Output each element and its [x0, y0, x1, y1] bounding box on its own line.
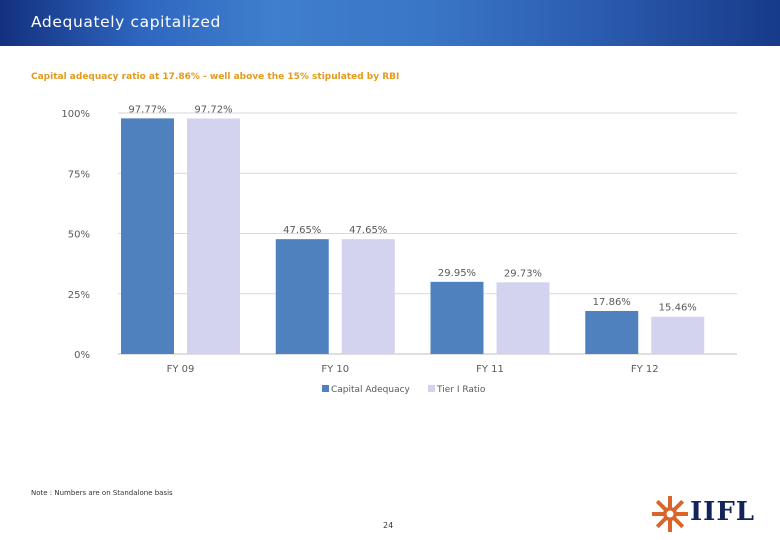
data-label: 29.73% — [504, 268, 542, 279]
bar-capital-adequacy — [121, 118, 174, 354]
bar-capital-adequacy — [430, 281, 484, 354]
legend-label: Capital Adequacy — [331, 385, 411, 395]
bar-capital-adequacy — [275, 239, 329, 354]
legend-swatch — [322, 385, 329, 392]
y-tick-label: 0% — [74, 350, 90, 361]
y-tick-label: 50% — [68, 230, 90, 241]
bar-tier1-ratio — [651, 316, 705, 354]
iifl-logo: IIFL — [652, 494, 772, 534]
data-label: 47.65% — [349, 225, 387, 236]
legend-label: Tier I Ratio — [436, 385, 486, 395]
data-label: 97.77% — [128, 104, 166, 115]
data-label: 29.95% — [438, 268, 476, 279]
iifl-emblem-icon — [652, 496, 688, 532]
logo-text: IIFL — [690, 497, 756, 527]
y-tick-label: 100% — [61, 109, 90, 120]
bar-tier1-ratio — [496, 282, 550, 354]
data-label: 47.65% — [283, 225, 321, 236]
title-bar: Adequately capitalized — [0, 0, 780, 46]
footnote: Note : Numbers are on Standalone basis — [31, 489, 173, 497]
y-tick-label: 25% — [68, 290, 90, 301]
x-tick-label: FY 10 — [321, 364, 349, 375]
y-tick-label: 75% — [68, 169, 90, 180]
legend-swatch — [428, 385, 435, 392]
data-label: 17.86% — [593, 297, 631, 308]
bar-chart: 0% 25% 50% 75% 100% 97.77% 97.72% FY 09 47.65% 47… — [61, 104, 737, 395]
data-label: 97.72% — [194, 104, 232, 115]
slide-subtitle: Capital adequacy ratio at 17.86% - well … — [31, 72, 400, 82]
x-tick-label: FY 11 — [476, 364, 504, 375]
bar-tier1-ratio — [187, 118, 240, 354]
slide-title: Adequately capitalized — [31, 13, 221, 31]
x-tick-label: FY 12 — [631, 364, 659, 375]
bar-tier1-ratio — [341, 239, 395, 354]
page-number: 24 — [383, 521, 394, 530]
x-tick-label: FY 09 — [167, 364, 195, 375]
data-label: 15.46% — [659, 303, 697, 314]
bar-capital-adequacy — [585, 310, 639, 354]
